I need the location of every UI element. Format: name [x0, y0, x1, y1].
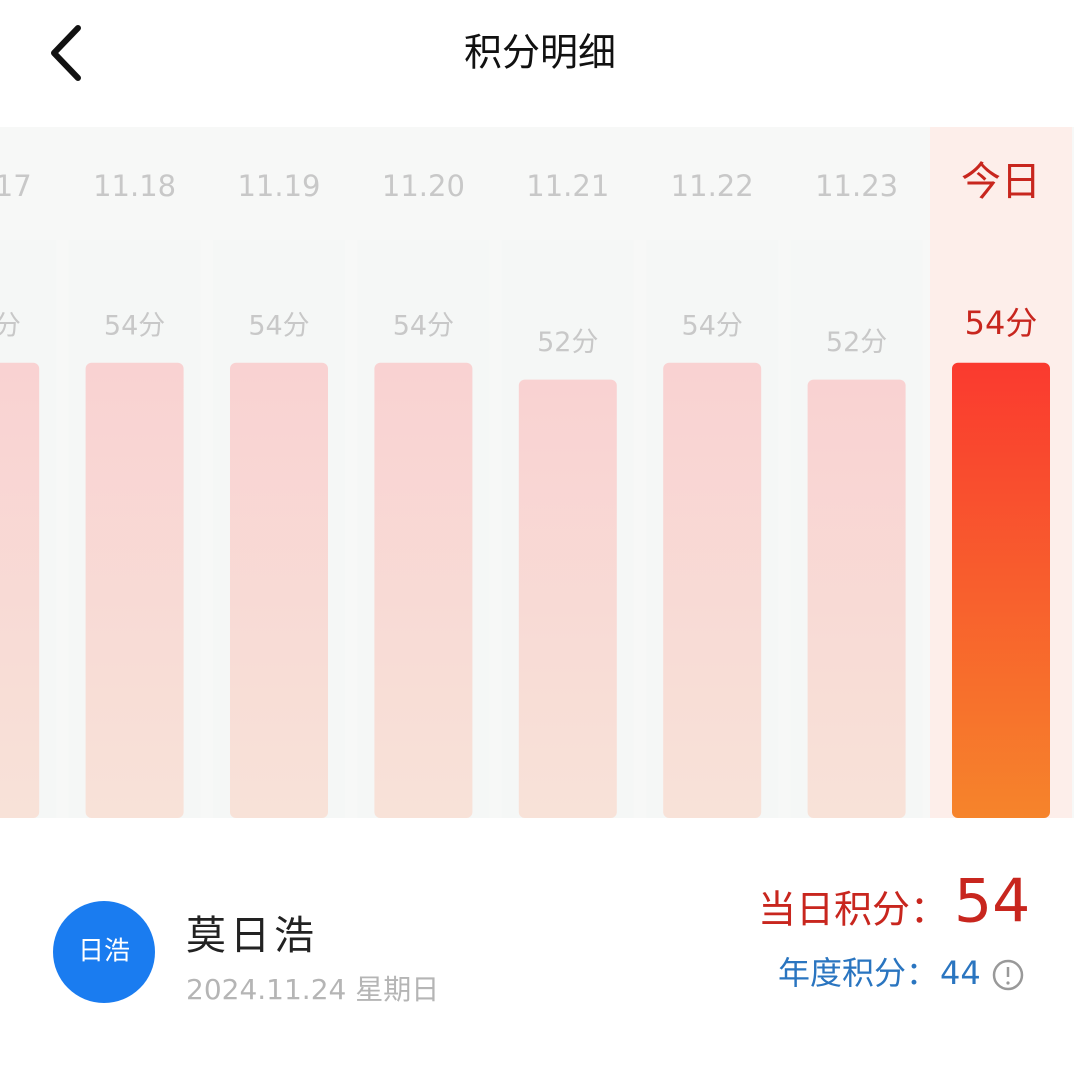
value-label: 54分: [393, 310, 454, 341]
value-label: 54分: [682, 310, 743, 341]
bar: [807, 379, 906, 818]
bar: [0, 362, 40, 818]
value-label: 54分: [248, 310, 309, 341]
bar: [85, 362, 184, 818]
category-label: 11.19: [237, 169, 320, 203]
value-label: 54分: [0, 310, 21, 341]
daily-label: 当日积分：: [758, 888, 948, 932]
category-label: 11.23: [815, 169, 898, 203]
user-name: 莫日浩: [186, 913, 318, 959]
category-label: 今日: [961, 159, 1041, 205]
date: 2024.11.24 星期日: [186, 973, 439, 1006]
bar: [230, 362, 328, 818]
value-label: 54分: [965, 304, 1038, 342]
category-label: 11.20: [382, 169, 465, 203]
info-icon[interactable]: [992, 959, 1024, 991]
bar: [663, 362, 762, 818]
category-label: 11.21: [526, 169, 609, 203]
bar: [374, 362, 473, 818]
yearly-label: 年度积分：: [778, 954, 938, 992]
value-label: 52分: [826, 327, 887, 358]
category-label: 11.18: [93, 169, 176, 203]
category-label: 11.17: [0, 169, 32, 203]
info-icon-dot: [1006, 981, 1010, 985]
category-label: 11.22: [671, 169, 754, 203]
bar: [952, 362, 1050, 818]
value-label: 54分: [104, 310, 165, 341]
back-button[interactable]: [51, 25, 81, 81]
avatar: [53, 901, 155, 1003]
avatar-text: 日浩: [78, 937, 130, 967]
yearly-value: 44: [940, 954, 981, 992]
bar: [518, 379, 617, 818]
daily-value: 54: [954, 867, 1030, 937]
chart: 11.17 54分 11.18 54分 11.19 54分 11.20 54分 11.21 52分…: [0, 127, 1072, 818]
page-title: 积分明细: [464, 31, 616, 75]
value-label: 52分: [537, 327, 598, 358]
